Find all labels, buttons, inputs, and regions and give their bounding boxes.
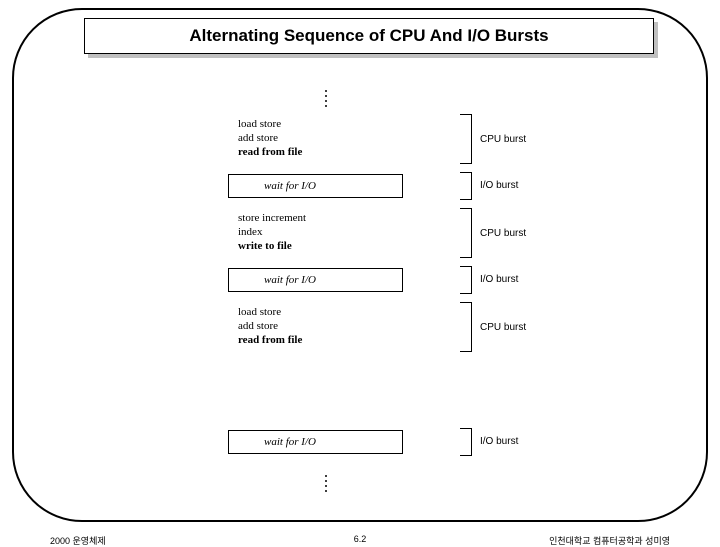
io-burst-label: I/O burst (480, 436, 518, 447)
code-line: index (238, 226, 306, 240)
io-wait-text: wait for I/O (264, 180, 316, 192)
code-line: store increment (238, 212, 306, 226)
footer-right: 인천대학교 컴퓨터공학과 성미영 (549, 534, 670, 547)
ellipsis-top (325, 90, 327, 107)
cpu-code-3: load store add store read from file (238, 306, 302, 347)
burst-diagram: load store add store read from file CPU … (200, 90, 590, 500)
ellipsis-bottom (325, 475, 327, 492)
bracket-icon (460, 172, 472, 200)
code-line: load store (238, 306, 302, 320)
cpu-burst-label: CPU burst (480, 134, 526, 145)
io-burst-label: I/O burst (480, 180, 518, 191)
code-line: add store (238, 132, 302, 146)
slide-title: Alternating Sequence of CPU And I/O Burs… (189, 26, 548, 46)
code-line: read from file (238, 146, 302, 158)
bracket-icon (460, 114, 472, 164)
io-wait-text: wait for I/O (264, 436, 316, 448)
io-wait-box: wait for I/O (228, 268, 403, 292)
bracket-icon (460, 302, 472, 352)
io-wait-box: wait for I/O (228, 174, 403, 198)
code-line: write to file (238, 240, 292, 252)
cpu-burst-label: CPU burst (480, 228, 526, 239)
io-burst-label: I/O burst (480, 274, 518, 285)
io-wait-text: wait for I/O (264, 274, 316, 286)
title-box: Alternating Sequence of CPU And I/O Burs… (84, 18, 654, 54)
cpu-burst-label: CPU burst (480, 322, 526, 333)
cpu-code-1: load store add store read from file (238, 118, 302, 159)
io-wait-box: wait for I/O (228, 430, 403, 454)
bracket-icon (460, 266, 472, 294)
bracket-icon (460, 208, 472, 258)
code-line: read from file (238, 334, 302, 346)
bracket-icon (460, 428, 472, 456)
cpu-code-2: store increment index write to file (238, 212, 306, 253)
code-line: add store (238, 320, 302, 334)
code-line: load store (238, 118, 302, 132)
